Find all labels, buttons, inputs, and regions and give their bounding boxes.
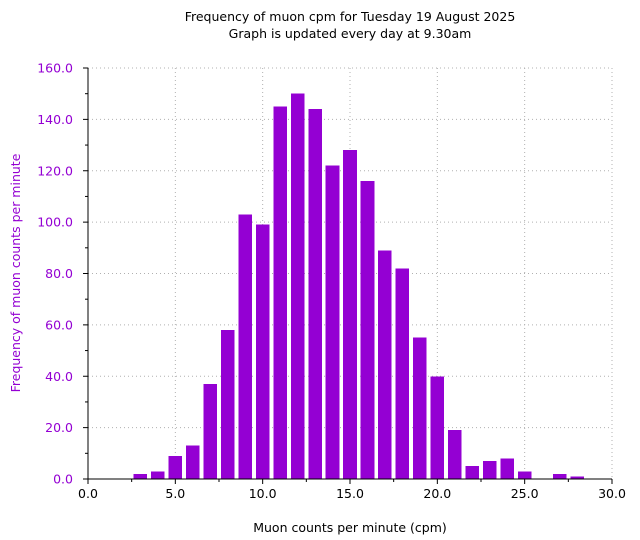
y-tick-label: 160.0 <box>37 61 73 76</box>
x-axis-label: Muon counts per minute (cpm) <box>253 520 447 535</box>
x-tick-label: 10.0 <box>249 486 277 501</box>
y-tick-label: 0.0 <box>53 472 73 487</box>
y-tick-label: 60.0 <box>45 317 73 332</box>
bar <box>447 430 462 479</box>
bar <box>395 268 410 479</box>
bar <box>552 473 567 479</box>
bar <box>203 383 218 479</box>
chart-subtitle: Graph is updated every day at 9.30am <box>229 26 472 41</box>
bar <box>168 455 183 479</box>
bar <box>185 445 200 479</box>
bar <box>151 471 165 479</box>
x-tick-label: 20.0 <box>423 486 451 501</box>
x-tick-label: 25.0 <box>511 486 539 501</box>
bar <box>413 337 427 479</box>
bar <box>133 473 148 479</box>
grid-layer <box>88 67 613 479</box>
y-tick-label: 120.0 <box>37 163 73 178</box>
bar <box>378 250 392 479</box>
y-axis-label: Frequency of muon counts per minute <box>8 153 23 392</box>
bar <box>290 93 305 479</box>
y-tick-label: 20.0 <box>45 420 73 435</box>
bar-layer <box>133 93 584 480</box>
bar <box>517 471 532 479</box>
bar <box>255 224 270 479</box>
y-tick-label: 100.0 <box>37 215 73 230</box>
x-tick-label: 5.0 <box>165 486 185 501</box>
bar <box>343 150 357 479</box>
tick-layer: 0.0 5.0 10.0 15.0 20.0 25.0 30.0 0.0 20.0 40.0 60.… <box>37 61 626 502</box>
bar <box>430 376 445 479</box>
bar <box>220 330 235 479</box>
y-tick-label: 80.0 <box>45 266 73 281</box>
bar <box>482 461 497 479</box>
bar <box>500 458 515 479</box>
y-tick-label: 40.0 <box>45 369 73 384</box>
x-tick-label: 15.0 <box>336 486 364 501</box>
bar <box>570 476 584 479</box>
bar <box>273 106 287 479</box>
bar <box>308 109 322 479</box>
bar <box>465 466 480 479</box>
y-tick-label: 140.0 <box>37 112 73 127</box>
chart-title: Frequency of muon cpm for Tuesday 19 Aug… <box>185 9 516 24</box>
x-tick-label: 0.0 <box>78 486 98 501</box>
bar <box>325 165 340 480</box>
x-tick-label: 30.0 <box>598 486 626 501</box>
bar <box>360 181 375 479</box>
bar <box>238 214 253 479</box>
